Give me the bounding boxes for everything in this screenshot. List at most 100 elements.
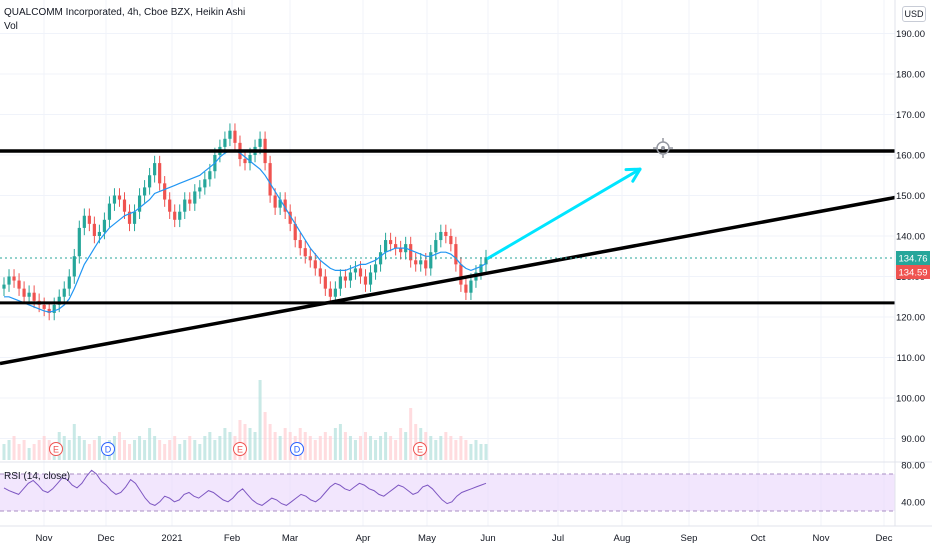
volume-bar: [409, 408, 412, 460]
volume-bar: [454, 440, 457, 460]
time-tick-label: Nov: [36, 533, 53, 544]
volume-bar: [133, 440, 136, 460]
volume-bar: [434, 440, 437, 460]
volume-bar: [98, 436, 101, 460]
volume-bar: [203, 436, 206, 460]
volume-bar: [309, 436, 312, 460]
volume-bar: [324, 432, 327, 460]
price-tag-label: 134.76: [898, 254, 927, 265]
volume-bar: [399, 428, 402, 460]
currency-button[interactable]: USD: [902, 6, 926, 22]
volume-bar: [128, 444, 131, 460]
price-tick-label: 170.00: [896, 110, 925, 121]
volume-bar: [68, 440, 71, 460]
volume-bar: [314, 440, 317, 460]
time-tick-label: Aug: [614, 533, 631, 544]
volume-bar: [369, 436, 372, 460]
volume-bar: [63, 436, 66, 460]
volume-bar: [479, 444, 482, 460]
volume-bar: [274, 432, 277, 460]
volume-bar: [213, 440, 216, 460]
time-tick-label: Nov: [813, 533, 830, 544]
volume-bar: [394, 440, 397, 460]
volume-bar: [439, 436, 442, 460]
time-tick-label: Mar: [282, 533, 298, 544]
time-tick-label: Feb: [224, 533, 240, 544]
rsi-label: RSI (14, close): [4, 471, 70, 482]
volume-bar: [118, 432, 121, 460]
volume-bar: [218, 436, 221, 460]
event-marker[interactable]: E: [50, 443, 63, 456]
volume-bar: [43, 436, 46, 460]
event-marker[interactable]: D: [291, 443, 304, 456]
price-tick-label: 150.00: [896, 191, 925, 202]
volume-bar: [208, 432, 211, 460]
volume-bar: [198, 444, 201, 460]
volume-bar: [319, 436, 322, 460]
event-label: D: [105, 445, 112, 455]
volume-bar: [364, 432, 367, 460]
volume-bar: [83, 440, 86, 460]
volume-bar: [178, 444, 181, 460]
volume-bar: [88, 444, 91, 460]
volume-bar: [38, 440, 41, 460]
event-marker[interactable]: D: [102, 443, 115, 456]
volume-bar: [143, 440, 146, 460]
event-label: E: [53, 445, 59, 455]
volume-bar: [259, 380, 262, 460]
volume-bar: [329, 436, 332, 460]
time-tick-label: Jun: [480, 533, 495, 544]
volume-bar: [78, 436, 81, 460]
time-tick-label: May: [418, 533, 436, 544]
volume-bar: [429, 436, 432, 460]
time-tick-label: Dec: [876, 533, 893, 544]
price-tag: 134.76: [896, 251, 930, 265]
volume-bar: [404, 432, 407, 460]
price-tick-label: 100.00: [896, 394, 925, 405]
volume-bar: [153, 436, 156, 460]
volume-bar: [464, 440, 467, 460]
volume-bar: [193, 440, 196, 460]
volume-bar: [173, 436, 176, 460]
volume-bar: [485, 444, 488, 460]
volume-bar: [279, 436, 282, 460]
volume-bar: [284, 428, 287, 460]
time-tick-label: Dec: [98, 533, 115, 544]
volume-bar: [379, 436, 382, 460]
event-label: D: [294, 445, 301, 455]
rsi-tick-label: 40.00: [901, 497, 925, 508]
time-tick-label: Jul: [552, 533, 564, 544]
time-tick-label: Apr: [356, 533, 371, 544]
price-tag: 134.59: [896, 265, 930, 279]
volume-bar: [123, 440, 126, 460]
event-marker[interactable]: E: [234, 443, 247, 456]
volume-bar: [183, 440, 186, 460]
volume-bar: [349, 436, 352, 460]
price-tick-label: 140.00: [896, 232, 925, 243]
volume-bar: [304, 432, 307, 460]
rsi-tick-label: 80.00: [901, 460, 925, 471]
price-tag-label: 134.59: [898, 268, 927, 279]
event-label: E: [417, 445, 423, 455]
volume-bar: [269, 424, 272, 460]
price-tick-label: 120.00: [896, 313, 925, 324]
volume-bar: [264, 412, 267, 460]
volume-bar: [163, 444, 166, 460]
volume-bar: [148, 428, 151, 460]
volume-bar: [389, 436, 392, 460]
volume-bar: [168, 440, 171, 460]
event-marker[interactable]: E: [414, 443, 427, 456]
volume-bar: [73, 424, 76, 460]
price-tick-label: 190.00: [896, 29, 925, 40]
volume-bar: [374, 440, 377, 460]
volume-bar: [13, 436, 16, 460]
time-tick-label: 2021: [161, 533, 182, 544]
volume-bar: [158, 440, 161, 460]
volume-bar: [384, 432, 387, 460]
volume-bar: [223, 428, 226, 460]
volume-bar: [459, 436, 462, 460]
volume-bar: [249, 428, 252, 460]
volume-bar: [354, 440, 357, 460]
